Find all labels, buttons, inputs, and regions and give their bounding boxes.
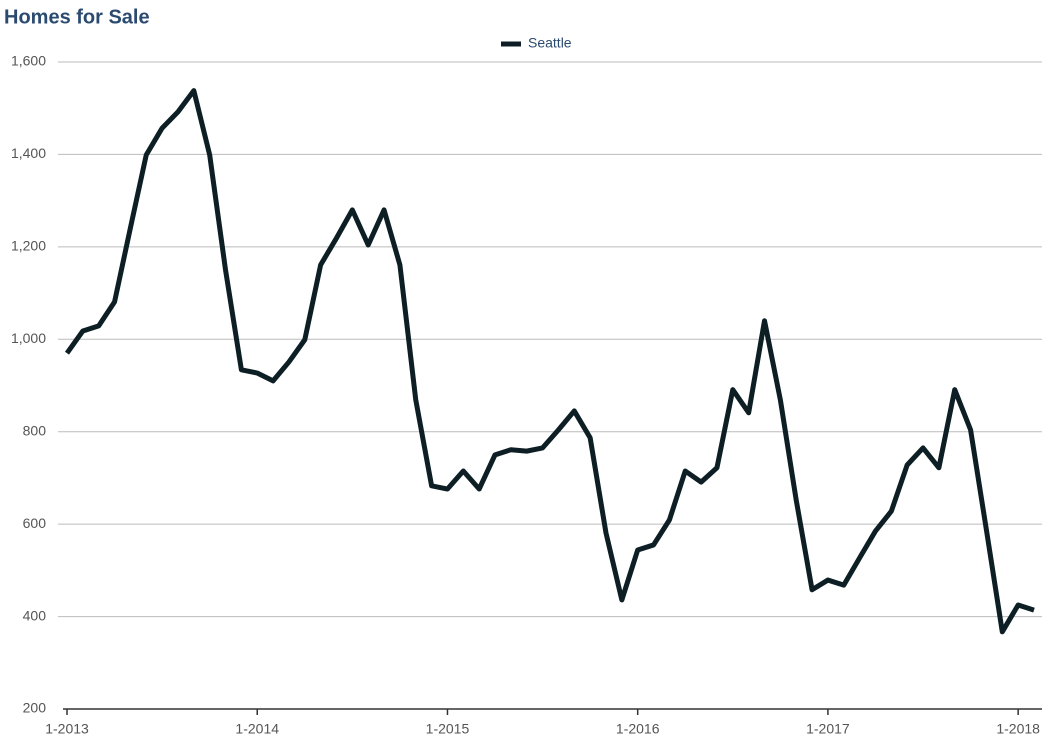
y-tick-label: 400 xyxy=(23,607,47,623)
y-tick-label: 1,600 xyxy=(11,53,46,69)
legend-label: Seattle xyxy=(528,35,572,51)
x-tick-label: 1-2018 xyxy=(996,721,1040,737)
y-tick-label: 1,400 xyxy=(11,145,46,161)
y-tick-label: 200 xyxy=(23,700,47,716)
y-tick-label: 800 xyxy=(23,422,47,438)
y-tick-label: 1,000 xyxy=(11,330,46,346)
x-tick-label: 1-2016 xyxy=(616,721,660,737)
x-tick-label: 1-2015 xyxy=(426,721,470,737)
chart-title: Homes for Sale xyxy=(4,6,150,28)
y-tick-label: 1,200 xyxy=(11,238,46,254)
y-tick-label: 600 xyxy=(23,515,47,531)
x-tick-label: 1-2013 xyxy=(45,721,89,737)
data-line xyxy=(64,88,1035,635)
x-tick-label: 1-2017 xyxy=(806,721,850,737)
x-tick-label: 1-2014 xyxy=(235,721,279,737)
